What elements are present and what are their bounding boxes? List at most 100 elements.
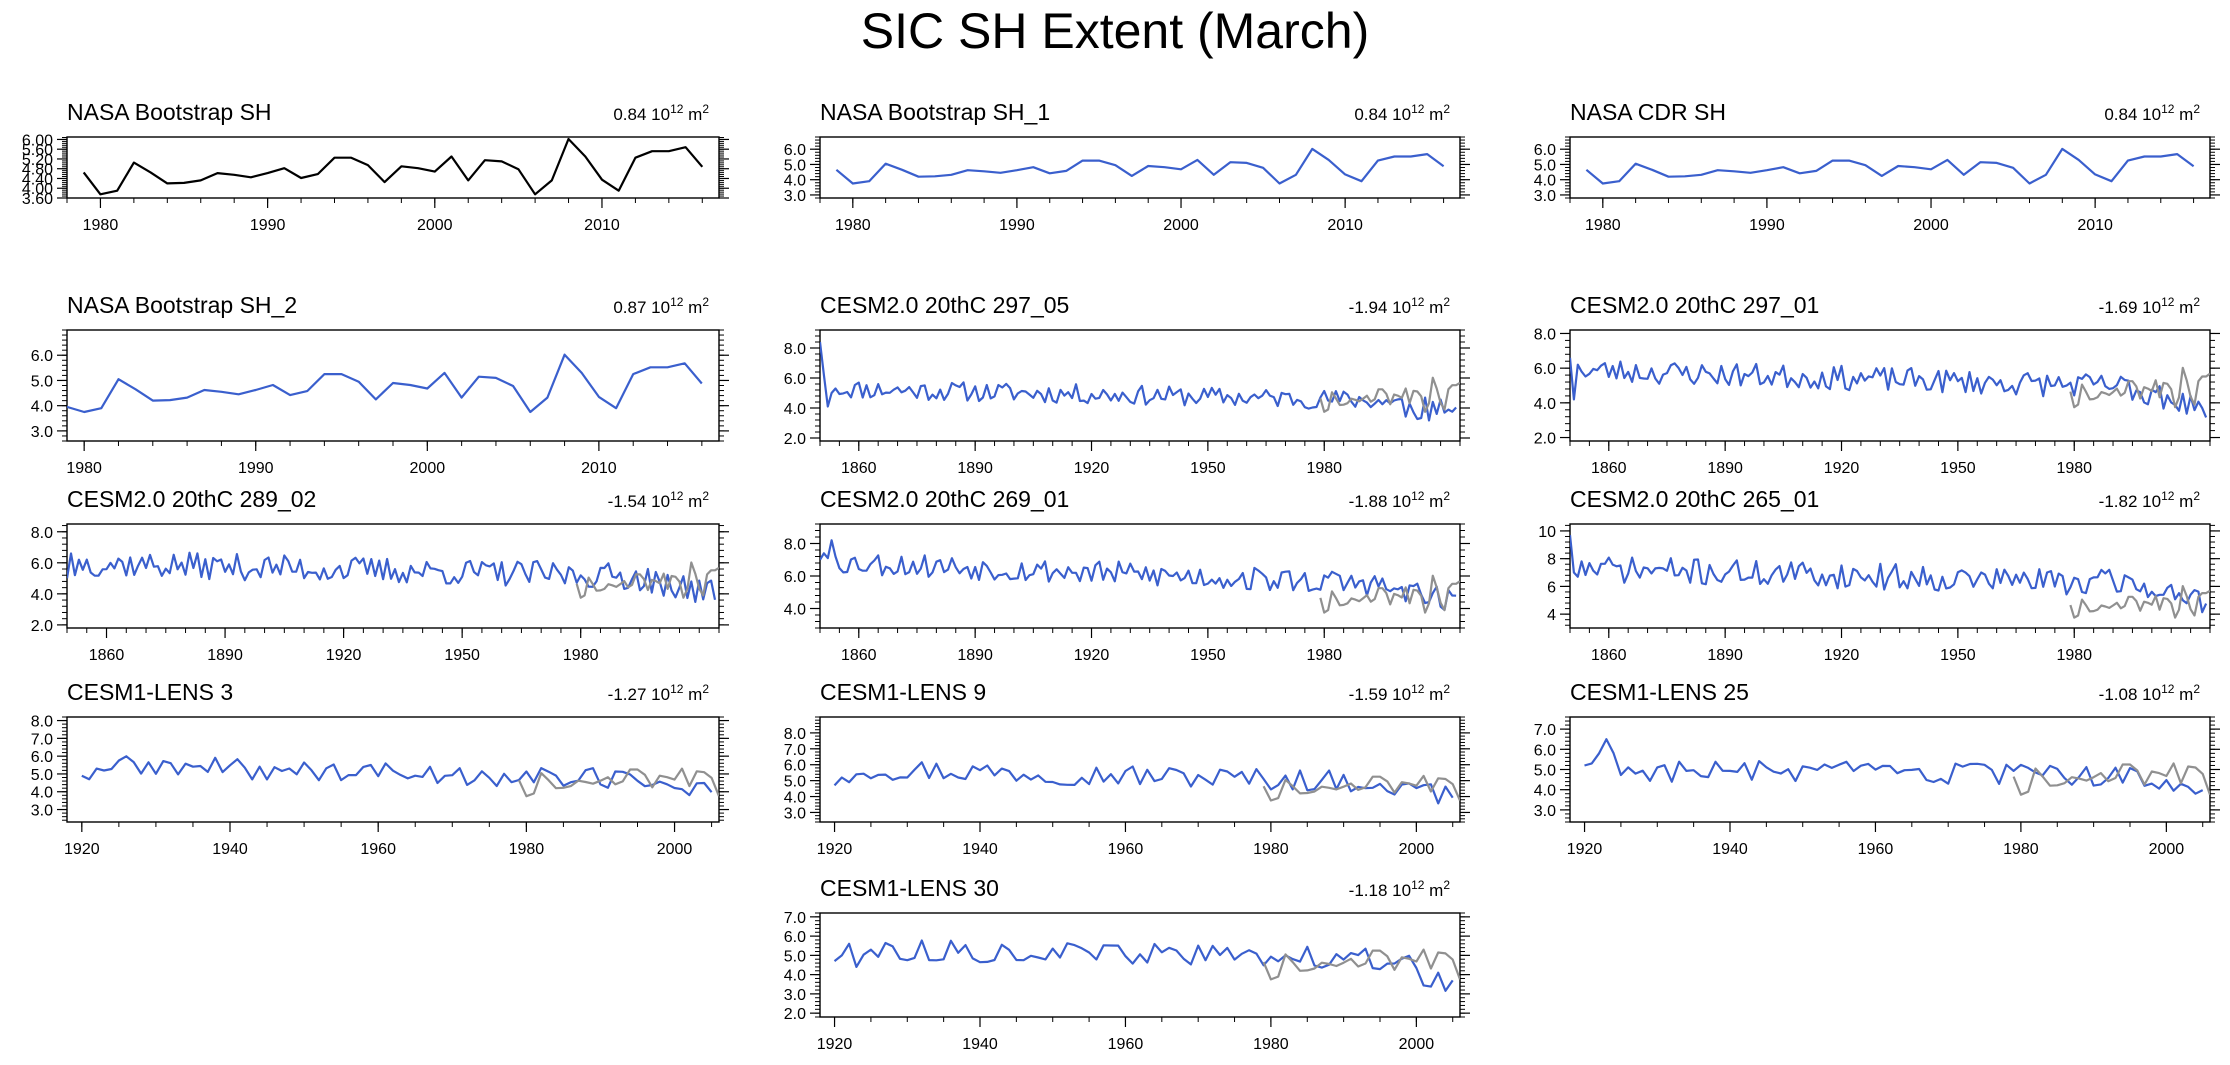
observed-overlay-line — [2012, 762, 2210, 796]
x-tick-label: 1940 — [1712, 841, 1748, 858]
x-tick-label: 1960 — [1108, 1036, 1144, 1053]
series-line — [835, 147, 1445, 185]
trend-label: -1.88 1012 m2 — [1349, 489, 1451, 511]
observed-overlay-line — [2069, 584, 2210, 619]
x-tick-label: 1980 — [509, 841, 545, 858]
plot-frame — [1569, 523, 2211, 629]
x-tick-label: 2000 — [657, 841, 693, 858]
y-tick-label: 4.0 — [784, 602, 806, 619]
y-tick-label: 8.0 — [784, 537, 806, 554]
x-tick-label: 1950 — [1940, 647, 1976, 664]
trend-label: -1.08 1012 m2 — [2099, 682, 2201, 704]
y-tick-label: 6.0 — [784, 758, 806, 775]
y-tick-label: 4.0 — [784, 968, 806, 985]
series-line — [1585, 147, 2195, 185]
x-tick-label: 2010 — [1327, 217, 1363, 234]
y-tick-label: 5.0 — [31, 373, 53, 390]
y-tick-label: 6.0 — [784, 371, 806, 388]
x-tick-label: 1960 — [1108, 841, 1144, 858]
x-tick-label: 1860 — [841, 647, 877, 664]
panel-title: CESM1-LENS 9 — [820, 679, 986, 705]
x-tick-label: 2000 — [2149, 841, 2185, 858]
y-tick-label: 4.80 — [22, 162, 53, 179]
y-tick-label: 2.0 — [784, 431, 806, 448]
x-tick-label: 2000 — [1399, 841, 1435, 858]
x-tick-label: 1960 — [360, 841, 396, 858]
x-tick-label: 1920 — [64, 841, 100, 858]
panel-title: CESM1-LENS 3 — [67, 679, 233, 705]
panel-12: CESM1-LENS 25 -1.08 1012 m2 3.0 4.0 5.0 6.0 7.… — [1534, 679, 2220, 858]
y-tick-label: 5.0 — [1534, 157, 1556, 174]
panel-title: NASA Bootstrap SH — [67, 99, 272, 125]
series-line — [67, 353, 703, 414]
x-tick-label: 2010 — [581, 460, 617, 477]
panel-8: CESM2.0 20thC 269_01 -1.88 1012 m2 4.0 6.0 8… — [784, 486, 1470, 664]
trend-label: -1.27 1012 m2 — [608, 682, 710, 704]
y-tick-label: 4.0 — [31, 587, 53, 604]
y-tick-label: 4.0 — [1534, 396, 1556, 413]
x-tick-label: 1980 — [835, 217, 871, 234]
x-tick-label: 1920 — [1824, 460, 1860, 477]
plot-frame — [66, 136, 720, 199]
series-line — [1584, 738, 2204, 795]
panel-11: CESM1-LENS 9 -1.59 1012 m2 3.04.05.06.07.0… — [784, 679, 1470, 858]
trend-label: -1.59 1012 m2 — [1349, 682, 1451, 704]
x-tick-label: 1980 — [2056, 647, 2092, 664]
panel-10: CESM1-LENS 3 -1.27 1012 m2 3.04.05.06.07.0… — [31, 679, 729, 858]
x-tick-label: 1920 — [1824, 647, 1860, 664]
series-line — [1570, 534, 2208, 614]
x-tick-label: 1940 — [962, 841, 998, 858]
x-tick-label: 1940 — [212, 841, 248, 858]
panel-title: NASA Bootstrap SH_2 — [67, 292, 297, 318]
x-tick-label: 1920 — [1567, 841, 1603, 858]
x-tick-label: 1950 — [444, 647, 480, 664]
y-tick-label: 6.0 — [1534, 142, 1556, 159]
y-tick-label: 5.60 — [22, 142, 53, 159]
x-tick-label: 1990 — [250, 217, 286, 234]
x-tick-label: 1920 — [817, 1036, 853, 1053]
y-tick-label: 5.0 — [784, 157, 806, 174]
series-line — [81, 755, 713, 797]
x-tick-label: 1980 — [2003, 841, 2039, 858]
y-tick-label: 6.0 — [784, 142, 806, 159]
x-tick-label: 1990 — [1749, 217, 1785, 234]
y-tick-label: 6 — [1547, 579, 1556, 596]
y-tick-label: 6.0 — [1534, 361, 1556, 378]
x-tick-label: 1890 — [957, 647, 993, 664]
x-tick-label: 1940 — [962, 1036, 998, 1053]
y-tick-label: 6.0 — [784, 929, 806, 946]
y-tick-label: 8.0 — [784, 726, 806, 743]
x-tick-label: 1980 — [563, 647, 599, 664]
x-tick-label: 2000 — [1913, 217, 1949, 234]
panel-title: CESM2.0 20thC 269_01 — [820, 486, 1069, 512]
y-tick-label: 8.0 — [1534, 326, 1556, 343]
y-tick-label: 4.0 — [784, 790, 806, 807]
y-tick-label: 8.0 — [31, 714, 53, 731]
y-tick-label: 8.0 — [784, 341, 806, 358]
panel-4: NASA Bootstrap SH_2 0.87 1012 m2 3.0 4.0 5.0… — [31, 292, 729, 477]
panel-title: CESM2.0 20thC 297_01 — [1570, 292, 1819, 318]
y-tick-label: 3.0 — [1534, 188, 1556, 205]
panel-6: CESM2.0 20thC 297_01 -1.69 1012 m2 2.0 4.0 6… — [1534, 292, 2220, 477]
y-tick-label: 4.0 — [1534, 173, 1556, 190]
y-tick-label: 8 — [1547, 552, 1556, 569]
y-tick-label: 2.0 — [31, 618, 53, 635]
y-tick-label: 7.0 — [31, 731, 53, 748]
x-tick-label: 1980 — [1585, 217, 1621, 234]
trend-label: -1.69 1012 m2 — [2099, 295, 2201, 317]
plot-frame — [66, 329, 720, 442]
x-tick-label: 1990 — [238, 460, 274, 477]
y-tick-label: 4.00 — [22, 181, 53, 198]
x-tick-label: 1890 — [957, 460, 993, 477]
trend-label: -1.94 1012 m2 — [1349, 295, 1451, 317]
x-tick-label: 1980 — [1306, 460, 1342, 477]
y-tick-label: 3.0 — [1534, 803, 1556, 820]
x-tick-label: 2010 — [2077, 217, 2113, 234]
panel-title: CESM1-LENS 30 — [820, 875, 999, 901]
x-tick-label: 1860 — [1591, 647, 1627, 664]
x-tick-label: 2000 — [1163, 217, 1199, 234]
panel-1: NASA Bootstrap SH 0.84 1012 m2 3.604.004.4… — [22, 99, 729, 234]
y-tick-label: 6.0 — [31, 749, 53, 766]
x-tick-label: 1980 — [1253, 1036, 1289, 1053]
y-tick-label: 4 — [1547, 607, 1556, 624]
